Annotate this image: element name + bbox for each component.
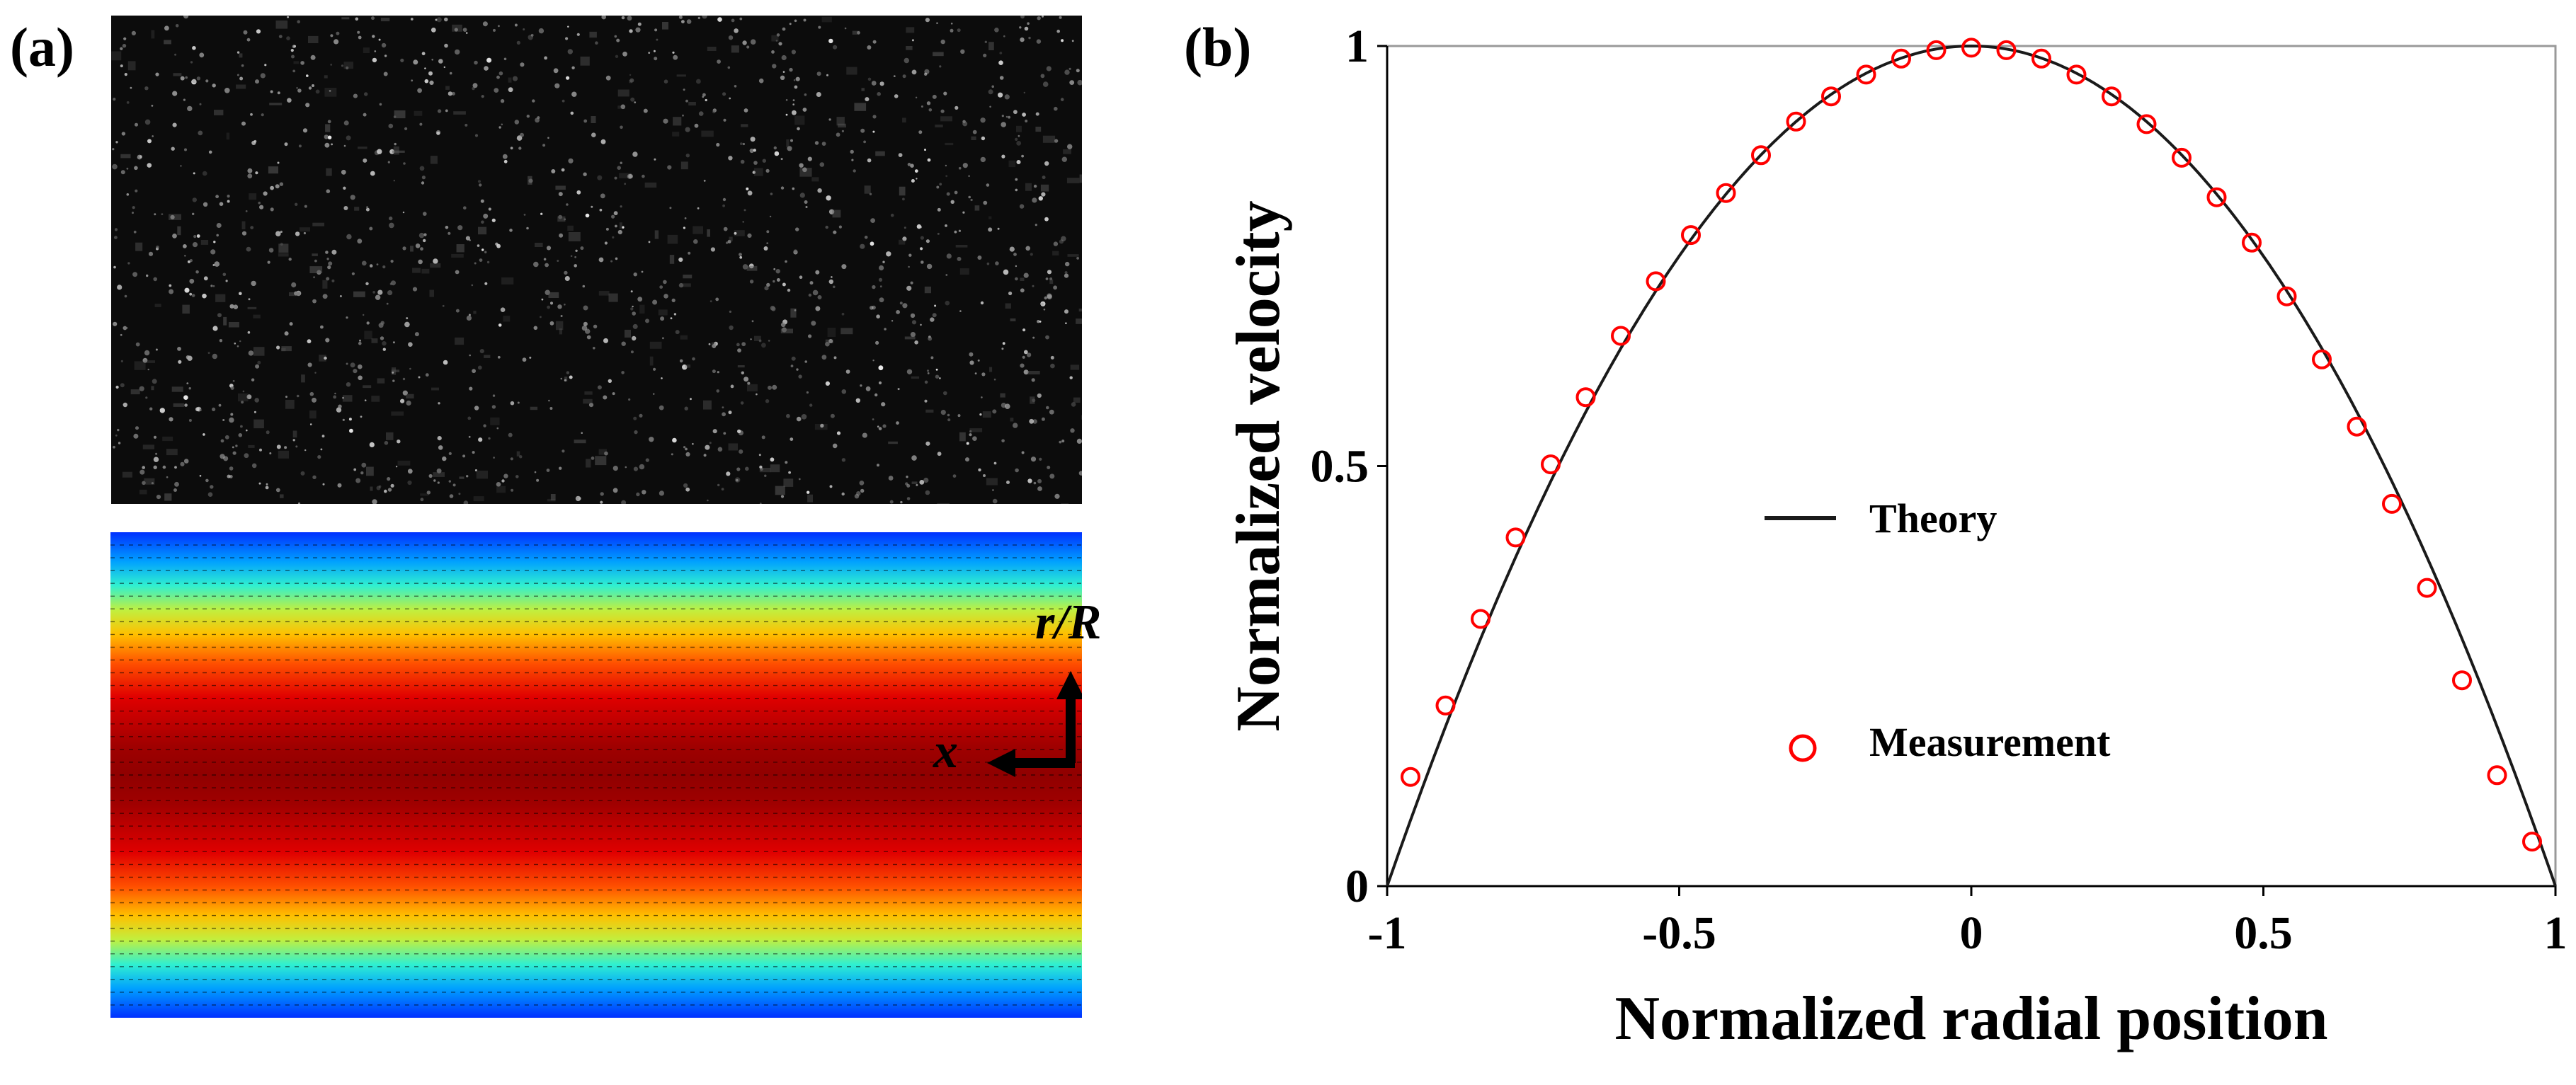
velocity-profile-chart: -1 -0.5 0 0.5 1 0 0.5 1 Theory Measurement Norm… [1224,21,2568,1053]
measurement-point [2242,232,2262,253]
x-tick-label: 0 [1960,907,1983,959]
measurement-point [2136,114,2157,134]
measurement-point [2382,493,2402,514]
coordinate-axes-icon [987,671,1082,777]
measurement-point [2102,86,2121,107]
particle-image [111,16,1082,504]
measurement-point [1611,326,1631,346]
axial-coordinate-label: x [933,724,958,779]
measurement-point [2312,349,2332,369]
y-tick-label: 0 [1345,861,1369,912]
measurement-point [2347,416,2367,437]
measurement-point [1891,48,1911,69]
measurement-point [2522,832,2542,852]
measurement-point [1541,454,1561,475]
x-tick-label: -1 [1368,907,1407,959]
measurement-point [2452,670,2472,691]
velocity-colormap [110,532,1082,1018]
legend-measurement-swatch [1789,734,1817,762]
panel-label-a: (a) [10,16,74,78]
measurement-point [1505,527,1526,548]
radial-coordinate-label: r/R [1035,595,1102,650]
measurement-point [2206,187,2227,207]
measurement-point [2487,765,2507,786]
measurement-point [1786,111,1806,132]
y-axis-title: Normalized velocity [1224,200,1293,731]
measurement-point [1646,271,1666,292]
tracer-particles [111,16,1082,504]
measurement-point [1716,183,1736,203]
velocity-field-map [110,532,1082,1018]
measurement-point [2172,147,2192,168]
measurement-point [1751,145,1771,166]
measurement-point [2066,64,2087,85]
measurement-point [1681,225,1701,246]
measurement-point [1401,767,1420,787]
y-tick-label: 0.5 [1311,441,1369,493]
measurement-point [1926,40,1947,60]
x-tick-label: 0.5 [2234,907,2293,959]
measurement-point [1435,695,1456,716]
measurement-point [1961,38,1981,58]
x-axis-title: Normalized radial position [1614,984,2327,1053]
measurement-point [1856,64,1876,85]
measurement-point [2417,578,2437,598]
legend: Theory Measurement [1765,495,2111,765]
legend-measurement-label: Measurement [1869,719,2111,765]
measurement-point [1471,609,1491,629]
x-tick-label: 1 [2544,907,2568,959]
panel-label-b: (b) [1184,16,1252,78]
measurement-point [2276,286,2297,306]
measurement-point [1996,40,2017,60]
measurement-point [1575,387,1596,408]
measurement-point [1821,86,1841,107]
y-tick-label: 1 [1345,21,1369,72]
x-tick-label: -0.5 [1642,907,1716,959]
legend-theory-label: Theory [1869,495,1997,541]
measurement-point [2031,48,2051,69]
